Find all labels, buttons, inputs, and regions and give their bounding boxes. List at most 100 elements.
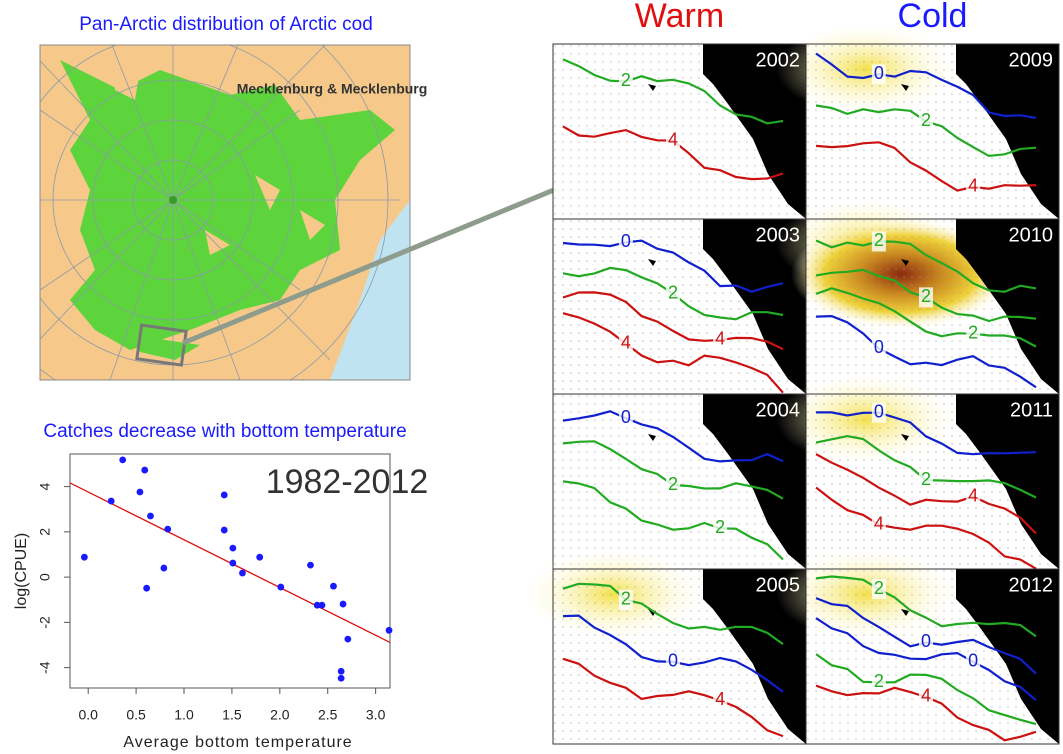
contour-line (815, 575, 1037, 638)
contour-label: 4 (968, 485, 978, 505)
data-point (307, 561, 314, 569)
contour-label-bg (919, 686, 933, 707)
contour-label: 2 (968, 322, 978, 342)
chart-title: Catches decrease with bottom temperature (43, 421, 406, 442)
y-tick-label: 0 (37, 573, 53, 581)
contour-label: 4 (921, 686, 931, 706)
data-point (318, 601, 326, 609)
contour-label-bg (966, 486, 981, 507)
contour-label-bg (919, 111, 933, 132)
contour-label-bg (871, 64, 886, 85)
contour-label-bg (919, 287, 933, 308)
contour-label: 0 (921, 631, 931, 651)
data-point (385, 626, 393, 634)
x-tick-label: 1.0 (174, 707, 194, 723)
contour-label-bg (966, 651, 981, 672)
contour-label: 4 (715, 689, 725, 709)
y-tick-label: -2 (37, 616, 53, 629)
contour-label-bg (713, 690, 728, 711)
data-point (164, 525, 172, 533)
contour-line (562, 480, 784, 561)
plot-frame (69, 453, 391, 689)
contour-label: 2 (668, 282, 678, 302)
map-panel: 242002 (552, 43, 807, 220)
data-point (337, 674, 345, 682)
contour-label: 0 (874, 337, 884, 357)
contour-label-bg (666, 130, 680, 151)
panel-year: 2012 (1009, 574, 1054, 596)
x-axis-label: Average bottom temperature (123, 734, 352, 751)
contour-label: 0 (968, 651, 978, 671)
data-point (256, 553, 264, 561)
data-point (330, 582, 337, 590)
contour-line (815, 617, 1037, 702)
land (956, 394, 1059, 569)
contour-label-bg (713, 329, 728, 350)
contour-label: 4 (715, 329, 725, 349)
contour-label-bg (871, 338, 886, 359)
contour-line (815, 653, 1037, 726)
x-tick-label: 0.5 (126, 707, 146, 723)
map-panel: 2 0 0 2 4 2012 (776, 549, 1060, 745)
zoom-arrow (182, 173, 590, 346)
contour-label: 4 (874, 513, 884, 533)
contour-label: 4 (621, 332, 631, 352)
contour-line (562, 657, 784, 738)
data-point (80, 553, 88, 561)
contour-line (562, 312, 784, 394)
contour-label: 2 (874, 230, 884, 250)
contour-label-bg (919, 632, 933, 653)
contour-label: 2 (621, 70, 631, 90)
contour-line (562, 58, 784, 125)
contour-label: 4 (668, 129, 678, 149)
contour-label: 2 (715, 517, 725, 537)
map-panel: 2042005 (523, 549, 807, 745)
contour-label: 2 (621, 589, 631, 609)
data-point (339, 600, 347, 608)
contour-label-bg (871, 231, 886, 252)
data-point (119, 456, 127, 464)
contour-line (815, 239, 1037, 293)
contour-line (562, 239, 784, 293)
contour-label: 0 (874, 63, 884, 83)
column-header: Cold (898, 0, 968, 35)
panel-frame (805, 568, 1060, 745)
contour-label-bg (666, 283, 680, 304)
data-point (344, 635, 352, 643)
contour-label-bg (871, 402, 886, 423)
contour-label: 2 (874, 671, 884, 691)
contour-label-bg (618, 589, 633, 610)
map-panel: 0222004 (552, 393, 807, 570)
panel-year: 2009 (1009, 49, 1054, 71)
land (956, 44, 1059, 219)
y-tick-label: -4 (37, 661, 53, 674)
data-point (147, 512, 154, 520)
contour-line (562, 582, 784, 645)
data-point (229, 544, 237, 552)
contour-label: 2 (874, 578, 884, 598)
x-tick-label: 0.0 (78, 707, 98, 723)
contour-label-bg (618, 408, 633, 429)
land (956, 569, 1059, 744)
contour-label: 0 (621, 407, 631, 427)
land (703, 569, 806, 744)
panel-year: 2011 (1010, 399, 1053, 421)
data-point (337, 667, 345, 675)
data-point (141, 466, 149, 474)
period-annotation: 1982-2012 (266, 463, 429, 501)
land (703, 394, 806, 569)
contour-label: 0 (621, 231, 631, 251)
x-tick-label: 2.0 (270, 707, 290, 723)
contour-line (815, 287, 1037, 348)
y-axis-label: log(CPUE) (13, 533, 30, 609)
contour-label: 0 (874, 401, 884, 421)
land (956, 219, 1059, 394)
data-point (313, 601, 321, 609)
data-point (277, 583, 285, 591)
y-tick-label: 2 (37, 528, 53, 536)
map-frame (39, 44, 411, 381)
arctic-map (40, 45, 410, 380)
contour-label-bg (713, 518, 728, 539)
contour-line (815, 486, 1037, 570)
